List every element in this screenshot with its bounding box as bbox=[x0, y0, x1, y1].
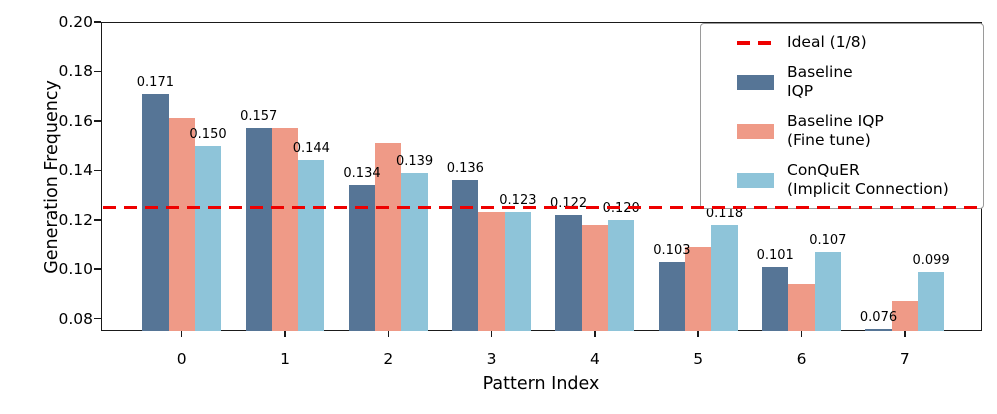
bar-baseline-iqp-0 bbox=[142, 93, 169, 331]
bar-baseline-iqp-2 bbox=[348, 185, 376, 331]
bar-value-label: 0.118 bbox=[705, 205, 744, 221]
x-tick-mark bbox=[904, 331, 906, 337]
x-tick-label: 4 bbox=[589, 350, 600, 368]
bar-value-label: 0.157 bbox=[240, 109, 278, 125]
y-tick-label: 0.10 bbox=[58, 260, 93, 279]
legend: Ideal (1/8) Baseline IQP Baseline IQP (Fine … bbox=[700, 23, 984, 209]
bar-baseline-iqp-5 bbox=[658, 261, 686, 331]
x-tick-mark bbox=[490, 331, 493, 337]
bar-value-label: 0.136 bbox=[446, 161, 484, 177]
legend-entry-label: ConQuER (Implicit Connection) bbox=[787, 160, 949, 199]
bar-conquer-implicit-connection--5 bbox=[711, 224, 738, 331]
bar-value-label: 0.123 bbox=[499, 193, 537, 209]
y-tick-label: 0.20 bbox=[58, 13, 93, 31]
x-tick-label: 0 bbox=[176, 350, 187, 368]
legend-dashed-line-icon bbox=[737, 40, 774, 45]
y-tick-label: 0.12 bbox=[58, 210, 93, 229]
bar-value-label: 0.101 bbox=[756, 247, 794, 263]
x-tick-label: 6 bbox=[796, 350, 807, 368]
legend-entry: ConQuER (Implicit Connection) bbox=[701, 161, 979, 200]
bar-baseline-iqp-fine-tune--7 bbox=[891, 301, 918, 331]
legend-entry-label: Baseline IQP bbox=[787, 62, 853, 101]
legend-color-swatch bbox=[737, 74, 774, 90]
legend-color-swatch bbox=[737, 123, 774, 139]
bar-baseline-iqp-fine-tune--3 bbox=[478, 212, 505, 331]
bar-value-label: 0.099 bbox=[912, 252, 950, 268]
bar-baseline-iqp-1 bbox=[245, 128, 272, 331]
y-tick-label: 0.08 bbox=[58, 309, 93, 328]
bar-conquer-implicit-connection--4 bbox=[608, 219, 635, 331]
x-tick-label: 1 bbox=[280, 350, 290, 368]
y-tick-mark bbox=[94, 70, 101, 73]
x-tick-label: 2 bbox=[383, 350, 394, 368]
legend-color-swatch bbox=[737, 172, 774, 188]
bar-baseline-iqp-fine-tune--5 bbox=[685, 246, 712, 331]
legend-entry: Baseline IQP (Fine tune) bbox=[701, 112, 979, 151]
bar-conquer-implicit-connection--3 bbox=[504, 212, 532, 331]
x-tick-mark bbox=[800, 331, 803, 337]
legend-entry: Baseline IQP bbox=[701, 63, 979, 102]
y-tick-mark bbox=[94, 219, 101, 221]
legend-entry: Ideal (1/8) bbox=[701, 33, 979, 53]
bar-baseline-iqp-fine-tune--0 bbox=[168, 118, 195, 331]
x-tick-label: 5 bbox=[693, 350, 704, 368]
y-tick-mark bbox=[94, 317, 101, 320]
x-tick-mark bbox=[284, 331, 286, 337]
x-tick-mark bbox=[387, 331, 390, 337]
y-tick-label: 0.14 bbox=[58, 161, 93, 180]
bar-baseline-iqp-fine-tune--4 bbox=[581, 224, 609, 331]
bar-baseline-iqp-3 bbox=[452, 180, 479, 331]
bar-baseline-iqp-fine-tune--6 bbox=[788, 284, 815, 331]
y-tick-mark bbox=[94, 120, 101, 122]
x-tick-label: 7 bbox=[899, 350, 910, 368]
y-tick-mark bbox=[94, 169, 101, 172]
bar-value-label: 0.144 bbox=[292, 141, 330, 157]
y-tick-label: 0.16 bbox=[58, 111, 93, 130]
bar-value-label: 0.150 bbox=[189, 126, 227, 142]
legend-entry-label: Ideal (1/8) bbox=[787, 33, 867, 51]
x-axis-title: Pattern Index bbox=[482, 374, 600, 394]
bar-conquer-implicit-connection--0 bbox=[194, 145, 222, 331]
bar-baseline-iqp-fine-tune--1 bbox=[271, 128, 299, 331]
y-tick-mark bbox=[94, 268, 101, 270]
x-tick-mark bbox=[180, 331, 183, 337]
bar-baseline-iqp-4 bbox=[555, 214, 582, 331]
bar-baseline-iqp-7 bbox=[865, 328, 892, 331]
legend-entry-label: Baseline IQP (Fine tune) bbox=[787, 111, 884, 150]
bar-value-label: 0.139 bbox=[395, 153, 434, 169]
x-tick-label: 3 bbox=[486, 350, 497, 368]
x-tick-mark bbox=[697, 331, 699, 337]
bar-baseline-iqp-6 bbox=[762, 266, 789, 331]
bar-conquer-implicit-connection--2 bbox=[401, 172, 428, 331]
bar-value-label: 0.076 bbox=[859, 309, 898, 325]
y-tick-mark bbox=[94, 21, 101, 23]
bar-baseline-iqp-fine-tune--2 bbox=[375, 143, 402, 331]
bar-conquer-implicit-connection--7 bbox=[917, 271, 945, 331]
bar-conquer-implicit-connection--1 bbox=[298, 160, 325, 331]
bar-value-label: 0.171 bbox=[136, 74, 174, 90]
ideal-line bbox=[103, 205, 981, 210]
y-tick-label: 0.18 bbox=[58, 62, 93, 81]
bar-value-label: 0.103 bbox=[653, 242, 691, 258]
bar-value-label: 0.134 bbox=[343, 166, 381, 182]
bar-value-label: 0.107 bbox=[809, 232, 847, 248]
bar-conquer-implicit-connection--6 bbox=[814, 251, 841, 331]
x-tick-mark bbox=[594, 331, 596, 337]
